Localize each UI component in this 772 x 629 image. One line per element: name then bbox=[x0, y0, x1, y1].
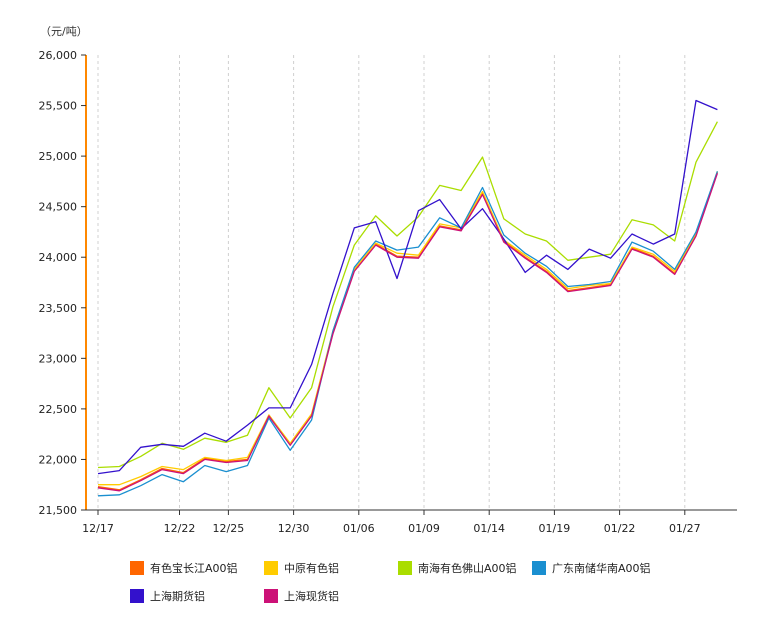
x-tick-label: 01/27 bbox=[669, 522, 701, 535]
series-line-5 bbox=[97, 173, 719, 492]
y-tick-label: 23,500 bbox=[39, 302, 78, 315]
series-line-1 bbox=[98, 171, 719, 486]
y-axis-unit-label: （元/吨） bbox=[40, 25, 88, 38]
x-tick-label: 01/19 bbox=[539, 522, 571, 535]
legend-item-shanghai-futures[interactable]: 上海期货铝 bbox=[130, 588, 205, 604]
x-tick-label: 01/06 bbox=[343, 522, 375, 535]
y-tick-label: 21,500 bbox=[39, 504, 78, 517]
legend-label: 南海有色佛山A00铝 bbox=[418, 562, 517, 575]
legend-swatch bbox=[398, 561, 412, 575]
legend-item-changjiang[interactable]: 有色宝长江A00铝 bbox=[130, 560, 238, 576]
y-tick-label: 24,500 bbox=[39, 201, 78, 214]
x-tick-label: 01/09 bbox=[408, 522, 440, 535]
legend-swatch bbox=[264, 589, 278, 603]
legend-swatch bbox=[130, 589, 144, 603]
y-tick-label: 25,000 bbox=[39, 150, 78, 163]
legend-label: 广东南储华南A00铝 bbox=[552, 562, 651, 575]
y-axis: 21,500 22,000 22,500 23,000 23,500 24,000 24,5… bbox=[39, 49, 87, 517]
x-tick-label: 12/22 bbox=[164, 522, 196, 535]
x-axis: 12/17 12/22 12/25 12/30 01/06 01/09 01/14 01/19… bbox=[82, 509, 737, 535]
legend-label: 有色宝长江A00铝 bbox=[150, 562, 238, 575]
y-tick-label: 22,000 bbox=[39, 453, 78, 466]
legend-swatch bbox=[532, 561, 546, 575]
legend-label: 上海现货铝 bbox=[284, 590, 339, 603]
y-tick-label: 24,000 bbox=[39, 251, 78, 264]
x-tick-label: 12/30 bbox=[278, 522, 310, 535]
legend-label: 中原有色铝 bbox=[284, 562, 339, 575]
x-tick-label: 12/25 bbox=[213, 522, 245, 535]
x-tick-label: 01/14 bbox=[473, 522, 505, 535]
series-line-3 bbox=[97, 171, 719, 497]
y-tick-label: 23,000 bbox=[39, 352, 78, 365]
legend-swatch bbox=[264, 561, 278, 575]
x-tick-label: 01/22 bbox=[604, 522, 636, 535]
legend-item-nanhai-foshan[interactable]: 南海有色佛山A00铝 bbox=[398, 560, 517, 576]
series-lines bbox=[97, 99, 719, 497]
legend-item-guangdong-nanchu[interactable]: 广东南储华南A00铝 bbox=[532, 560, 651, 576]
vertical-gridlines bbox=[97, 55, 686, 510]
legend-label: 上海期货铝 bbox=[150, 590, 205, 603]
x-tick-label: 12/17 bbox=[82, 522, 114, 535]
legend-item-shanghai-spot[interactable]: 上海现货铝 bbox=[264, 588, 339, 604]
y-tick-label: 22,500 bbox=[39, 403, 78, 416]
y-tick-label: 26,000 bbox=[39, 49, 78, 62]
legend-swatch bbox=[130, 561, 144, 575]
series-line-4 bbox=[97, 99, 718, 475]
legend-item-zhongyuan[interactable]: 中原有色铝 bbox=[264, 560, 339, 576]
series-line-2 bbox=[97, 121, 718, 469]
y-tick-label: 25,500 bbox=[39, 100, 78, 113]
